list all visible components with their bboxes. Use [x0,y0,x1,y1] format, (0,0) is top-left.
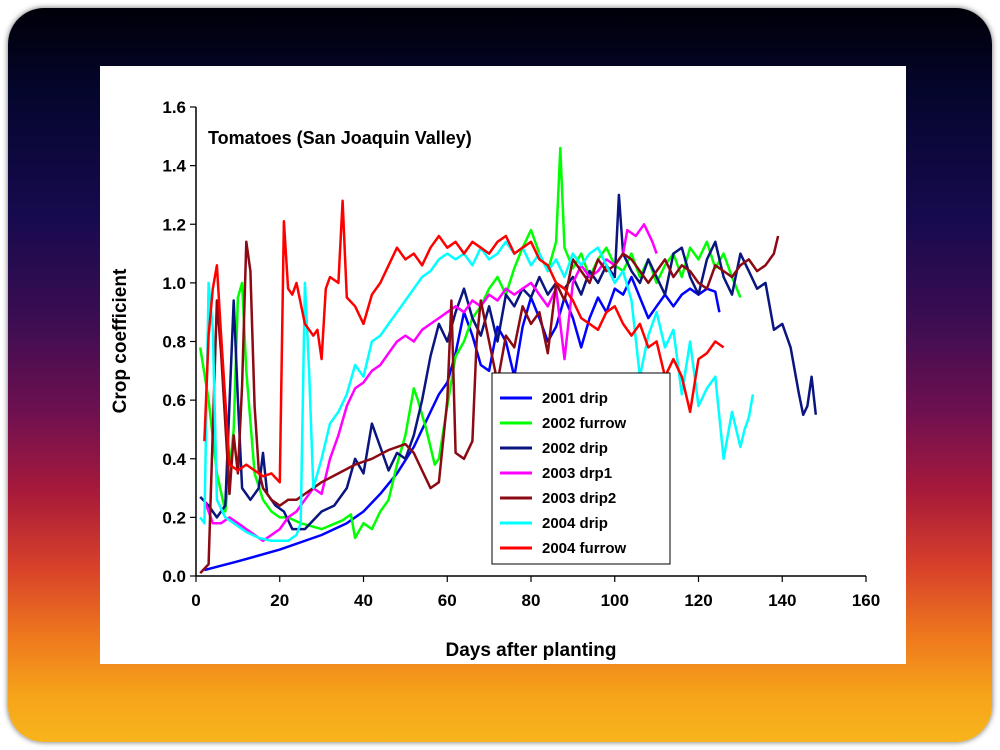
chart-panel: 0 20 40 60 80 100 120 140 160 0.0 0.2 0.4 0.6 0.8 1.0… [100,66,906,664]
y-tick-label: 1.2 [162,215,186,234]
x-tick-label: 120 [684,591,712,610]
y-tick-label: 0.8 [162,333,186,352]
series-line-2004-furrow [203,199,725,484]
legend-label-2002-drip: 2002 drip [542,440,608,457]
x-tick-label: 0 [191,591,200,610]
y-tick-label: 0.4 [162,450,186,469]
y-tick-label: 0.6 [162,391,186,410]
y-tick-label: 1.6 [162,98,186,117]
x-axis-title: Days after planting [445,640,616,661]
y-tick-label: 0.0 [162,567,186,586]
plot-area: 0 20 40 60 80 100 120 140 160 0.0 0.2 0.4 0.6 0.8 1.0… [162,98,880,610]
x-ticks: 0 20 40 60 80 100 120 140 160 [191,576,880,610]
x-tick-label: 20 [270,591,289,610]
legend-label-2002-furrow: 2002 furrow [542,415,627,432]
legend-box [491,372,671,565]
x-tick-label: 60 [438,591,457,610]
chart-title: Tomatoes (San Joaquin Valley) [208,128,472,148]
legend-label-2003-drp1: 2003 drp1 [542,465,612,482]
legend-label-2003-drip2: 2003 drip2 [542,490,616,507]
x-tick-label: 80 [522,591,541,610]
y-ticks: 0.0 0.2 0.4 0.6 0.8 1.0 1.2 1.4 1.6 [162,98,196,586]
y-axis-title: Crop coefficient [110,268,131,413]
crop-coefficient-chart: 0 20 40 60 80 100 120 140 160 0.0 0.2 0.4 0.6 0.8 1.0… [110,98,880,661]
x-tick-label: 160 [852,591,880,610]
series-line-2003-drp1 [203,223,658,543]
y-tick-label: 1.4 [162,157,186,176]
series-line-2003-drip2 [199,235,780,574]
legend-label-2004-drip: 2004 drip [542,515,608,532]
y-tick-label: 0.2 [162,508,186,527]
series-line-2004-drip [199,240,755,543]
legend-label-2004-furrow: 2004 furrow [542,540,627,557]
legend-label-2001-drip: 2001 drip [542,390,608,407]
x-tick-label: 140 [768,591,796,610]
x-tick-label: 40 [354,591,373,610]
legend: 2001 drip 2002 furrow 2002 drip 2003 drp1 20… [491,372,671,565]
x-tick-label: 100 [601,591,629,610]
series-layer [198,146,818,574]
y-tick-label: 1.0 [162,274,186,293]
